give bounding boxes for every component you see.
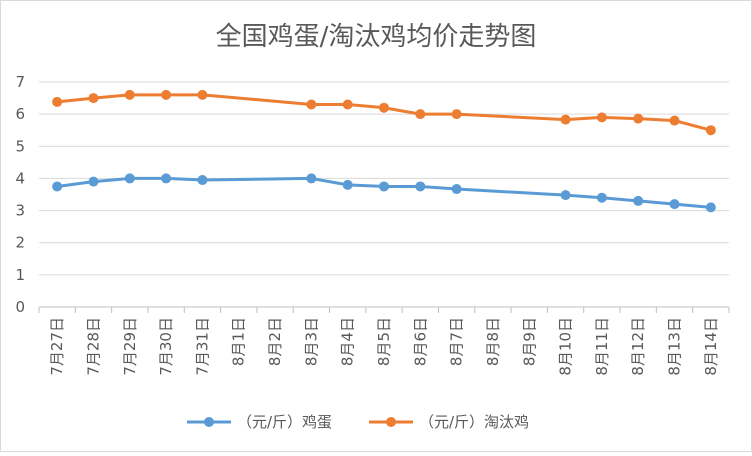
legend: （元/斤）鸡蛋 （元/斤）淘汰鸡 <box>187 413 529 431</box>
data-point <box>161 89 172 100</box>
x-tick-label: 8月11日 <box>593 317 611 376</box>
legend-label: （元/斤）淘汰鸡 <box>419 413 529 431</box>
x-tick-label: 8月6日 <box>411 317 429 366</box>
y-axis: 0 1 2 3 4 5 6 7 <box>15 73 25 316</box>
gridlines <box>39 81 729 308</box>
x-tick-label: 8月14日 <box>702 317 720 376</box>
x-tick-label: 8月7日 <box>448 317 466 366</box>
legend-marker <box>386 417 396 427</box>
data-point <box>669 115 680 126</box>
y-tick-label: 4 <box>15 169 25 187</box>
y-tick-label: 3 <box>15 202 25 220</box>
x-tick-label: 8月13日 <box>666 317 684 376</box>
data-point <box>669 199 680 210</box>
data-point <box>342 99 353 110</box>
data-point <box>197 175 208 186</box>
x-axis: 7月27日 7月28日 7月29日 7月30日 7月31日 8月1日 8月2日 8月3日 8月4… <box>38 307 730 376</box>
y-tick-label: 2 <box>15 234 25 252</box>
data-point <box>161 173 172 184</box>
x-tick-label: 8月9日 <box>520 317 538 366</box>
data-point <box>52 181 63 192</box>
data-point <box>560 114 571 125</box>
x-tick-label: 8月10日 <box>557 317 575 376</box>
data-point <box>124 89 135 100</box>
data-point <box>415 181 426 192</box>
data-point <box>596 192 607 203</box>
data-point <box>596 112 607 123</box>
x-tick-label: 7月28日 <box>84 317 102 376</box>
y-tick-label: 6 <box>15 105 25 123</box>
series-1 <box>52 173 716 213</box>
data-point <box>124 173 135 184</box>
x-tick-label: 8月2日 <box>266 317 284 366</box>
data-point <box>197 89 208 100</box>
x-tick-label: 7月27日 <box>48 317 66 376</box>
x-tick-label: 8月5日 <box>375 317 393 366</box>
data-point <box>342 179 353 190</box>
data-point <box>633 113 644 124</box>
data-point <box>451 184 462 195</box>
x-tick-label: 8月4日 <box>339 317 357 366</box>
legend-item-1: （元/斤）鸡蛋 <box>187 413 332 431</box>
x-tick-label: 8月12日 <box>629 317 647 376</box>
x-tick-label: 8月8日 <box>484 317 502 366</box>
x-tick-label: 8月1日 <box>230 317 248 366</box>
legend-item-2: （元/斤）淘汰鸡 <box>369 413 529 431</box>
data-point <box>379 181 389 192</box>
data-point <box>306 99 317 110</box>
data-point <box>306 173 317 184</box>
data-point <box>705 202 716 213</box>
series-layer <box>52 89 716 213</box>
chart-title: 全国鸡蛋/淘汰鸡均价走势图 <box>216 22 537 52</box>
data-point <box>415 109 426 120</box>
data-point <box>379 102 389 113</box>
x-tick-label: 7月30日 <box>157 317 175 376</box>
x-tick-label: 8月3日 <box>302 317 320 366</box>
x-tick-label: 7月29日 <box>121 317 139 376</box>
y-tick-label: 0 <box>15 298 25 316</box>
series-2 <box>52 89 716 136</box>
data-point <box>88 93 99 104</box>
data-point <box>451 109 462 120</box>
legend-label: （元/斤）鸡蛋 <box>237 413 332 431</box>
data-point <box>52 96 63 107</box>
data-point <box>88 176 99 187</box>
x-tick-label: 7月31日 <box>193 317 211 376</box>
data-point <box>560 190 571 201</box>
y-tick-label: 5 <box>15 137 25 155</box>
data-point <box>705 125 716 136</box>
y-tick-label: 7 <box>15 73 25 91</box>
y-tick-label: 1 <box>15 266 25 284</box>
data-point <box>633 195 644 206</box>
legend-marker <box>204 417 214 427</box>
